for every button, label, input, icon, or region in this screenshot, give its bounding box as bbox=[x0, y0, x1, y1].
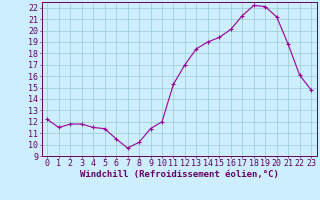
X-axis label: Windchill (Refroidissement éolien,°C): Windchill (Refroidissement éolien,°C) bbox=[80, 170, 279, 179]
